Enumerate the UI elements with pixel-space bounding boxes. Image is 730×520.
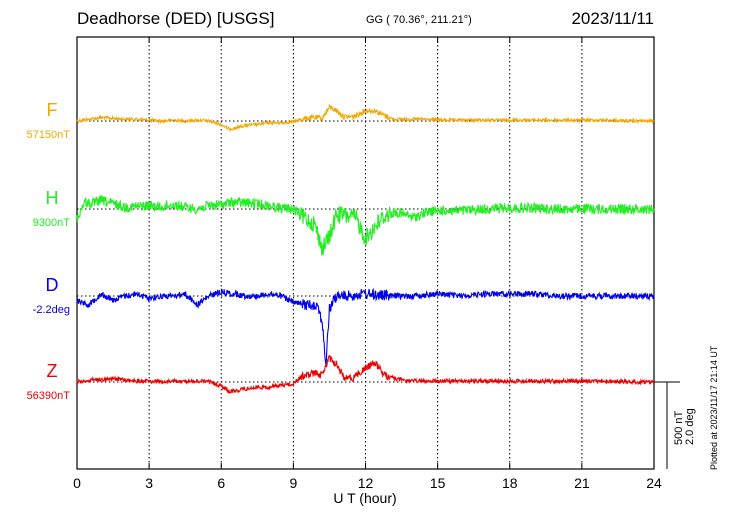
x-tick-label-15: 15 xyxy=(430,475,446,491)
series-lines xyxy=(76,104,655,395)
station-title: Deadhorse (DED) [USGS] xyxy=(77,9,275,28)
scale-bar xyxy=(654,381,680,469)
series-line-H xyxy=(76,195,655,256)
series-name-Z: Z xyxy=(47,361,58,381)
series-line-Z xyxy=(76,355,655,395)
series-baseline-D: -2.2deg xyxy=(33,304,70,316)
x-tick-label-3: 3 xyxy=(145,475,153,491)
plotted-timestamp: Plotted at 2023/11/17 21:14 UT xyxy=(709,345,719,470)
series-name-H: H xyxy=(46,188,59,208)
x-axis-label: U T (hour) xyxy=(333,490,396,506)
station-coordinates: GG ( 70.36°, 211.21°) xyxy=(366,14,472,26)
plot-date: 2023/11/11 xyxy=(571,9,654,28)
x-tick-label-12: 12 xyxy=(358,475,374,491)
x-tick-label-18: 18 xyxy=(502,475,518,491)
series-name-D: D xyxy=(46,275,59,295)
series-line-D xyxy=(76,287,655,365)
x-tick-label-24: 24 xyxy=(646,475,662,491)
x-tick-label-6: 6 xyxy=(217,475,225,491)
x-axis: 0 3 6 9 12 15 18 21 24 xyxy=(73,37,662,491)
series-baseline-Z: 56390nT xyxy=(27,390,71,402)
x-tick-label-21: 21 xyxy=(574,475,590,491)
x-tick-label-0: 0 xyxy=(73,475,81,491)
series-labels: F 57150nT H 9300nT D -2.2deg Z 56390nT xyxy=(27,100,71,402)
series-name-F: F xyxy=(47,100,58,120)
x-tick-label-9: 9 xyxy=(289,475,297,491)
series-baseline-H: 9300nT xyxy=(33,217,71,229)
scale-deg-label: 2.0 deg xyxy=(684,408,696,445)
series-line-F xyxy=(76,104,655,132)
series-baseline-F: 57150nT xyxy=(27,129,71,141)
baselines xyxy=(77,120,654,383)
grid xyxy=(148,37,583,469)
